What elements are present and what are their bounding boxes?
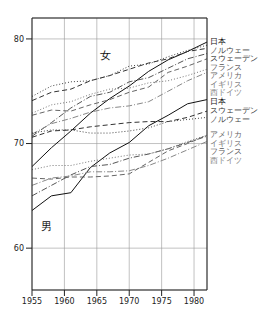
svg-text:1980: 1980 <box>184 297 204 306</box>
svg-text:男: 男 <box>41 220 52 233</box>
svg-text:アメリカ: アメリカ <box>210 71 242 80</box>
svg-text:スウェーデン: スウェーデン <box>210 54 258 63</box>
svg-text:イギリス: イギリス <box>210 80 242 89</box>
svg-text:ノルウェー: ノルウェー <box>210 115 250 124</box>
svg-text:女: 女 <box>100 49 111 62</box>
svg-text:西ドイツ: 西ドイツ <box>210 156 242 165</box>
svg-text:60: 60 <box>14 244 24 253</box>
svg-text:70: 70 <box>14 139 24 148</box>
svg-text:日本: 日本 <box>210 37 226 46</box>
svg-text:スウェーデン: スウェーデン <box>210 106 258 115</box>
svg-text:1960: 1960 <box>54 297 74 306</box>
svg-text:80: 80 <box>14 35 24 44</box>
svg-text:西ドイツ: 西ドイツ <box>210 88 242 97</box>
svg-text:ノルウェー: ノルウェー <box>210 46 250 55</box>
svg-text:1970: 1970 <box>119 297 139 306</box>
svg-text:フランス: フランス <box>210 147 242 156</box>
svg-text:日本: 日本 <box>210 97 226 106</box>
svg-text:1975: 1975 <box>151 297 171 306</box>
svg-text:1955: 1955 <box>22 297 42 306</box>
svg-text:1965: 1965 <box>87 297 107 306</box>
svg-text:イギリス: イギリス <box>210 139 242 148</box>
svg-text:フランス: フランス <box>210 63 242 72</box>
svg-text:アメリカ: アメリカ <box>210 130 242 139</box>
